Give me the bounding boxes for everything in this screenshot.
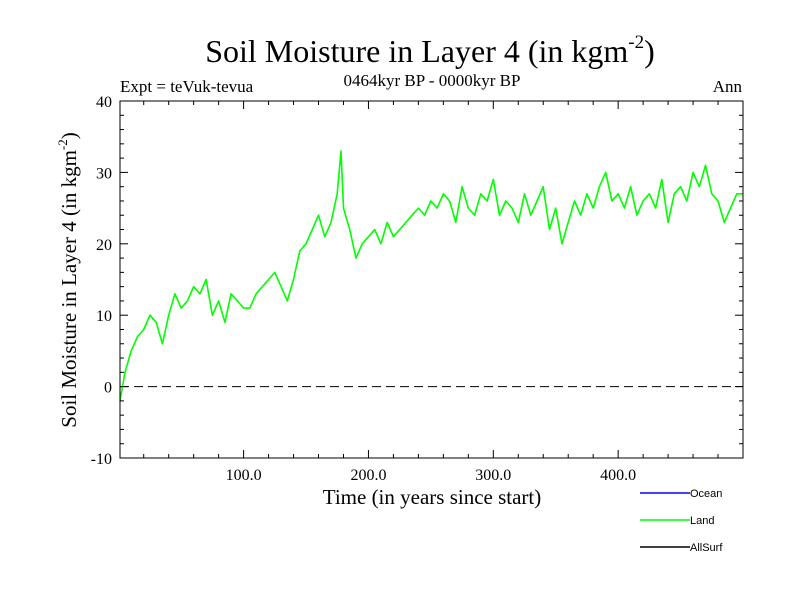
- x-tick-label: 400.0: [600, 467, 636, 484]
- axes-layer: -10 0 10 20 30 40 100.0 200.0 300.0 400.0: [91, 94, 744, 484]
- experiment-label: Expt = teVuk-tevua: [120, 77, 254, 96]
- chart-title: Soil Moisture in Layer 4 (in kgm-2): [205, 32, 655, 69]
- x-tick-label: 200.0: [350, 467, 386, 484]
- y-tick-label: 0: [104, 380, 112, 397]
- plot-frame: [119, 100, 744, 459]
- chart-title-main: Soil Moisture in Layer 4 (in kgm: [205, 33, 628, 69]
- y-tick-label: 40: [96, 94, 112, 111]
- series-layer: [119, 150, 743, 402]
- period-label: 0464kyr BP - 0000kyr BP: [344, 71, 521, 90]
- x-tick-label: 100.0: [226, 467, 262, 484]
- y-axis-label-close: ): [57, 132, 81, 139]
- series-line-land: [119, 150, 743, 402]
- legend-label-ocean: Ocean: [690, 488, 722, 500]
- y-tick-label: 10: [96, 308, 112, 325]
- legend-label-land: Land: [690, 515, 714, 527]
- x-tick-label: 300.0: [475, 467, 511, 484]
- y-axis-label-exponent: -2: [55, 139, 70, 150]
- chart-title-close: ): [644, 33, 655, 69]
- y-tick-label: 30: [96, 165, 112, 182]
- chart-title-exponent: -2: [628, 32, 644, 53]
- x-axis-label: Time (in years since start): [323, 485, 542, 509]
- y-axis-label: Soil Moisture in Layer 4 (in kgm-2): [55, 132, 81, 427]
- y-axis-label-main: Soil Moisture in Layer 4 (in kgm: [57, 150, 81, 428]
- legend-label-allsurf: AllSurf: [690, 542, 723, 554]
- y-tick-label: 20: [96, 237, 112, 254]
- y-tick-label: -10: [91, 451, 112, 468]
- season-label: Ann: [713, 77, 743, 96]
- legend: Ocean Land AllSurf: [640, 488, 723, 554]
